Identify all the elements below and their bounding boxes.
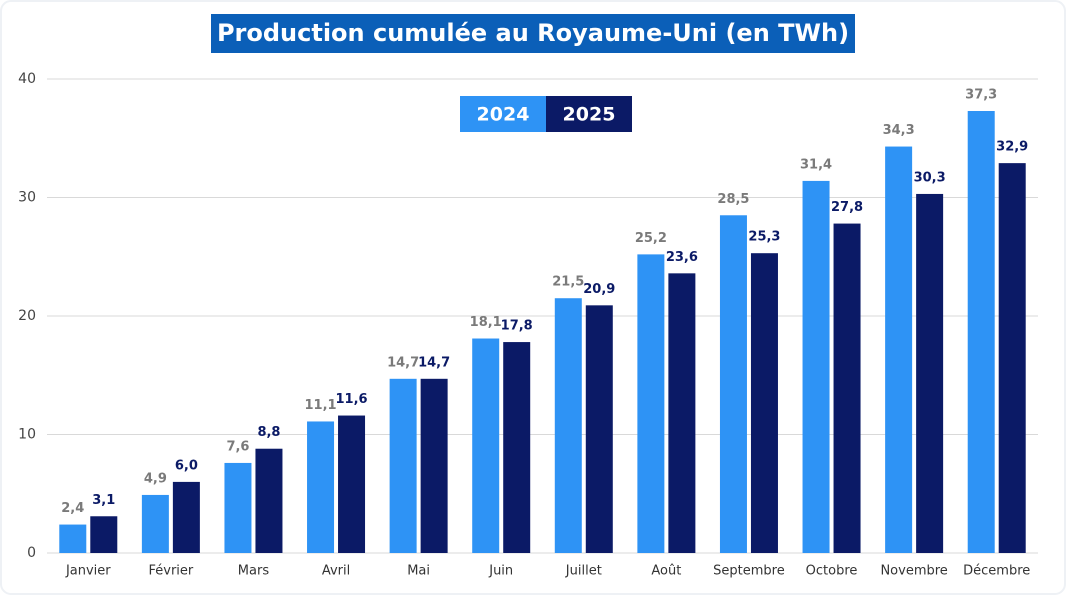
value-label: 21,5 xyxy=(552,275,584,290)
bar xyxy=(585,305,613,553)
value-label: 31,4 xyxy=(800,157,832,172)
y-tick-label: 20 xyxy=(18,308,36,324)
y-tick-label: 30 xyxy=(18,190,36,206)
value-label: 7,6 xyxy=(226,439,249,454)
value-label: 14,7 xyxy=(418,355,450,370)
bar xyxy=(224,462,252,553)
x-tick-label: Décembre xyxy=(963,564,1030,579)
x-tick-label: Mars xyxy=(238,564,270,579)
x-tick-label: Janvier xyxy=(65,564,111,579)
bar xyxy=(172,481,200,553)
bar xyxy=(967,110,995,554)
bar xyxy=(338,415,366,553)
value-label: 23,6 xyxy=(666,250,698,265)
value-label: 28,5 xyxy=(717,192,749,207)
legend-label: 2024 xyxy=(477,104,530,126)
x-tick-label: Mai xyxy=(407,564,430,579)
value-label: 30,3 xyxy=(914,170,946,185)
bar xyxy=(59,524,87,553)
y-tick-label: 0 xyxy=(27,545,36,561)
legend-swatch xyxy=(460,96,546,132)
bar xyxy=(503,342,531,553)
value-label: 3,1 xyxy=(92,493,115,508)
bar xyxy=(668,273,696,553)
value-label: 8,8 xyxy=(257,425,280,440)
bar xyxy=(637,254,665,553)
x-tick-label: Juin xyxy=(488,564,513,579)
bar xyxy=(750,253,778,553)
value-label: 37,3 xyxy=(965,87,997,102)
bar xyxy=(420,378,448,553)
value-label: 17,8 xyxy=(501,319,533,334)
value-label: 25,3 xyxy=(748,230,780,245)
legend-swatch xyxy=(546,96,632,132)
legend-label: 2025 xyxy=(563,104,616,126)
bar xyxy=(255,448,283,553)
bar xyxy=(472,338,500,553)
x-tick-label: Novembre xyxy=(880,564,947,579)
value-label: 34,3 xyxy=(883,123,915,138)
y-tick-label: 10 xyxy=(18,427,36,443)
bar xyxy=(998,163,1026,553)
bar xyxy=(802,180,830,553)
value-label: 2,4 xyxy=(61,501,84,516)
value-label: 6,0 xyxy=(175,458,198,473)
value-label: 25,2 xyxy=(635,231,667,246)
bar xyxy=(719,215,747,553)
x-tick-label: Juillet xyxy=(565,564,602,579)
value-label: 4,9 xyxy=(144,471,167,486)
title-box xyxy=(211,14,855,53)
bar xyxy=(90,516,118,553)
value-label: 11,1 xyxy=(305,398,337,413)
bar xyxy=(307,421,335,553)
x-tick-label: Septembre xyxy=(713,564,785,579)
y-tick-label: 40 xyxy=(18,71,36,87)
x-tick-label: Février xyxy=(148,564,193,579)
bar xyxy=(833,223,861,553)
value-label: 18,1 xyxy=(470,315,502,330)
value-label: 32,9 xyxy=(996,140,1028,155)
bar xyxy=(141,494,169,553)
bar xyxy=(389,378,417,553)
value-label: 11,6 xyxy=(336,392,368,407)
x-tick-label: Octobre xyxy=(806,564,858,579)
x-tick-label: Avril xyxy=(322,564,350,579)
chart-title: Production cumulée au Royaume-Uni (en TW… xyxy=(217,19,849,47)
bar xyxy=(554,298,582,553)
value-label: 14,7 xyxy=(387,355,419,370)
bar xyxy=(885,146,913,554)
bar xyxy=(916,193,944,553)
value-label: 27,8 xyxy=(831,200,863,215)
x-tick-label: Août xyxy=(651,564,681,579)
value-label: 20,9 xyxy=(583,282,615,297)
